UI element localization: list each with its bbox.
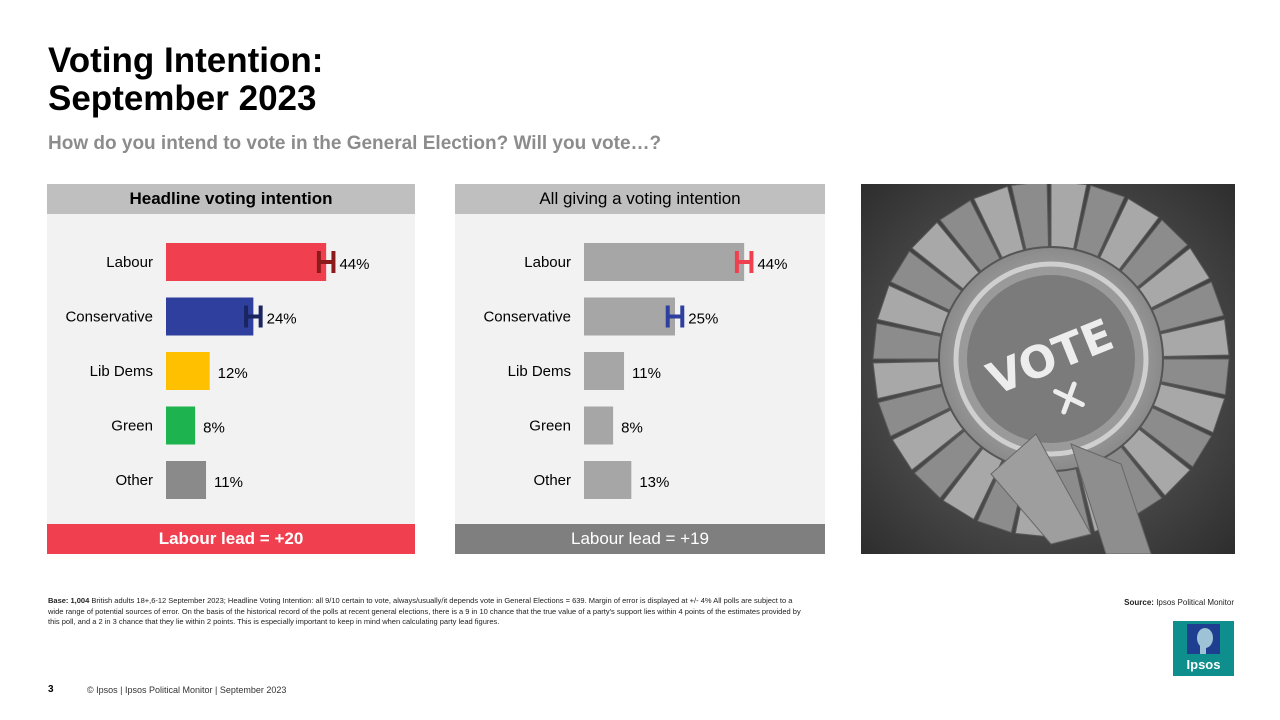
footer-copyright: © Ipsos | Ipsos Political Monitor | Sept… [87,685,287,695]
vote-rosette-photo: VOTE [861,184,1235,554]
ipsos-logo: Ipsos [1173,621,1234,676]
page-subtitle: How do you intend to vote in the General… [48,133,662,154]
category-label-labour: Labour [524,254,571,271]
error-bar-conservative [244,305,263,328]
methodology-notes: Base: 1,004 British adults 18+,6-12 Sept… [48,596,808,628]
all-intention-chart-title: All giving a voting intention [455,184,825,214]
category-label-other: Other [115,472,153,489]
bar-other [584,461,632,499]
bar-labour [584,243,745,281]
category-label-conservative: Conservative [65,309,153,326]
bar-green [584,406,614,445]
category-label-lib-dems: Lib Dems [508,363,571,380]
error-bar-conservative [665,305,685,328]
value-label-other: 11% [214,474,243,491]
value-label-labour: 44% [757,256,787,273]
all-intention-chart-panel: All giving a voting intention Labour 44% C… [455,184,825,554]
all-intention-lead-banner: Labour lead = +19 [455,524,825,554]
error-bar-labour [316,251,336,273]
bar-conservative [166,297,254,336]
headline-chart-title: Headline voting intention [47,184,415,214]
category-label-conservative: Conservative [483,309,571,326]
logo-figure-icon [1173,621,1234,676]
title-line-2: September 2023 [48,79,317,118]
source-note: Source: Ipsos Political Monitor [1124,598,1234,607]
page-title: Voting Intention: September 2023 [48,42,323,118]
category-label-green: Green [529,418,571,435]
category-label-lib-dems: Lib Dems [90,363,153,380]
bar-other [166,461,207,499]
value-label-conservative: 25% [688,311,718,328]
value-label-labour: 44% [339,256,369,273]
title-line-1: Voting Intention: [48,41,324,80]
bar-labour [166,243,327,281]
headline-chart-panel: Headline voting intention Labour 44% Conse… [47,184,415,554]
bar-conservative [584,297,675,336]
value-label-green: 8% [203,420,225,437]
category-label-other: Other [533,472,571,489]
logo-text: Ipsos [1186,657,1221,672]
value-label-green: 8% [621,420,643,437]
value-label-conservative: 24% [267,311,297,328]
value-label-other: 13% [639,474,669,491]
headline-lead-banner: Labour lead = +20 [47,524,415,554]
value-label-lib-dems: 12% [218,365,248,382]
notes-body: British adults 18+,6-12 September 2023; … [48,596,801,626]
error-bar-labour [734,251,754,273]
bar-lib-dems [584,352,625,390]
source-label: Source: [1124,598,1154,607]
notes-base: Base: 1,004 [48,596,90,605]
bar-lib-dems [166,352,210,390]
category-label-green: Green [111,418,153,435]
all-intention-chart: Labour 44% Conservative 25% Lib Dems 11% Green… [483,243,787,499]
rosette-illustration: VOTE [861,184,1235,554]
headline-chart: Labour 44% Conservative 24% Lib Dems 12% Green… [65,243,369,499]
value-label-lib-dems: 11% [632,365,661,382]
category-label-labour: Labour [106,254,153,271]
source-text: Ipsos Political Monitor [1156,598,1234,607]
page-number: 3 [48,684,54,695]
bar-green [166,406,196,445]
